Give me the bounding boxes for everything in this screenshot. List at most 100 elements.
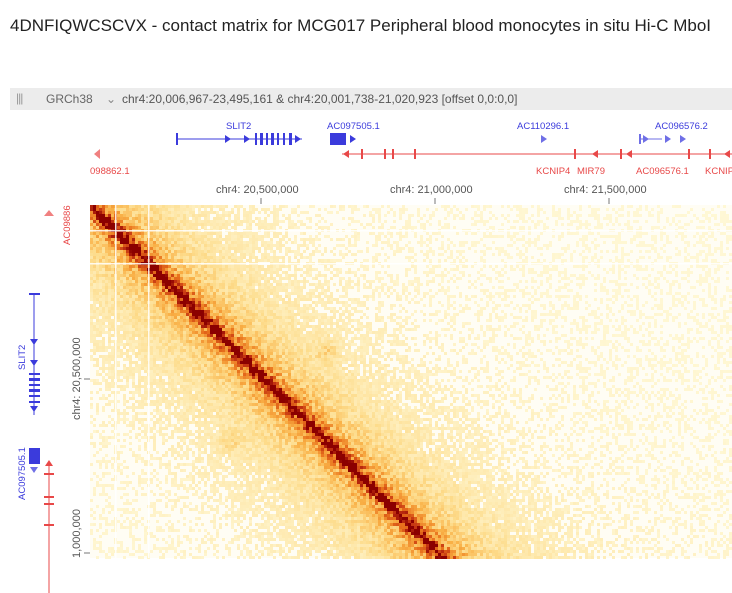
heatmap-cell (582, 277, 585, 280)
heatmap-cell (477, 271, 480, 274)
location-text[interactable]: chr4:20,006,967-23,495,161 & chr4:20,001… (122, 92, 518, 106)
heatmap-cell (381, 241, 384, 244)
heatmap-cell (252, 253, 255, 256)
heatmap-cell (93, 277, 96, 280)
gene-label-ac098862[interactable]: 098862.1 (90, 166, 130, 177)
heatmap-cell (129, 265, 132, 268)
heatmap-cell (141, 313, 144, 316)
heatmap-cell (213, 211, 216, 214)
gene-label-mir79[interactable]: MIR79 (577, 166, 605, 177)
heatmap-cell (90, 220, 93, 223)
heatmap-cell (318, 313, 321, 316)
heatmap-cell (630, 241, 633, 244)
heatmap-cell (150, 319, 153, 322)
gene-label-ac097505[interactable]: AC097505.1 (327, 121, 380, 132)
heatmap-cell (183, 238, 186, 241)
heatmap-cell (207, 328, 210, 331)
heatmap-cell (276, 217, 279, 220)
heatmap-cell (183, 235, 186, 238)
heatmap-cell (261, 268, 264, 271)
heatmap-cell (240, 205, 243, 208)
heatmap-cell (711, 313, 714, 316)
heatmap-cell (594, 244, 597, 247)
gene-label-kcnip4[interactable]: KCNIP4 (536, 166, 570, 177)
gene-label-ac110296[interactable]: AC110296.1 (517, 121, 569, 132)
gene-label-ac096576-2[interactable]: AC096576.2 (655, 121, 708, 132)
heatmap-cell (267, 292, 270, 295)
heatmap-cell (324, 280, 327, 283)
heatmap-cell (717, 280, 720, 283)
heatmap-cell (123, 271, 126, 274)
heatmap-cell (702, 301, 705, 304)
heatmap-cell (126, 208, 129, 211)
heatmap-cell (324, 289, 327, 292)
heatmap-cell (597, 316, 600, 319)
heatmap-cell (531, 214, 534, 217)
heatmap-cell (273, 301, 276, 304)
heatmap-cell (288, 298, 291, 301)
heatmap-cell (378, 253, 381, 256)
heatmap-cell (186, 220, 189, 223)
heatmap-cell (150, 283, 153, 286)
heatmap-cell (219, 220, 222, 223)
heatmap-cell (579, 295, 582, 298)
heatmap-cell (318, 286, 321, 289)
heatmap-cell (459, 271, 462, 274)
drag-handle-icon[interactable]: ||| (16, 91, 23, 105)
gene-label-slit2-left[interactable]: SLIT2 (17, 345, 28, 370)
heatmap-cell (330, 205, 333, 208)
heatmap-cell (252, 322, 255, 325)
heatmap-cell (507, 295, 510, 298)
heatmap-cell (594, 310, 597, 313)
heatmap-cell (312, 238, 315, 241)
heatmap-cell (120, 268, 123, 271)
heatmap-cell (729, 253, 732, 256)
gene-label-ac096576-1[interactable]: AC096576.1 (636, 166, 689, 177)
heatmap-cell (186, 295, 189, 298)
heatmap-cell (234, 298, 237, 301)
heatmap-cell (666, 316, 669, 319)
heatmap-cell (603, 217, 606, 220)
heatmap-cell (636, 301, 639, 304)
heatmap-cell (546, 295, 549, 298)
gene-ac097505-left[interactable] (29, 448, 40, 464)
heatmap-cell (171, 226, 174, 229)
gene-label-slit2[interactable]: SLIT2 (226, 121, 251, 132)
gene-label-ac09886[interactable]: AC09886 (62, 205, 73, 245)
heatmap-cell (702, 325, 705, 328)
gene-label-ac097505-left[interactable]: AC097505.1 (17, 447, 28, 500)
heatmap-cell (225, 259, 228, 262)
heatmap-cell (588, 313, 591, 316)
heatmap-cell (249, 283, 252, 286)
gene-label-kcnip[interactable]: KCNIP (705, 166, 732, 177)
heatmap-cell (261, 238, 264, 241)
heatmap-cell (204, 304, 207, 307)
heatmap-cell (417, 289, 420, 292)
heatmap-cell (195, 322, 198, 325)
heatmap-cell (201, 328, 204, 331)
heatmap-cell (471, 223, 474, 226)
heatmap-cell (669, 223, 672, 226)
heatmap-cell (237, 295, 240, 298)
heatmap-cell (444, 226, 447, 229)
heatmap-cell (168, 316, 171, 319)
heatmap-cell (276, 241, 279, 244)
heatmap-cell (144, 247, 147, 250)
heatmap-cell (171, 325, 174, 328)
heatmap-cell (522, 238, 525, 241)
heatmap-cell (162, 310, 165, 313)
heatmap-cell (264, 316, 267, 319)
gene-ac097505[interactable] (330, 133, 346, 145)
heatmap-cell (210, 328, 213, 331)
heatmap-cell (579, 226, 582, 229)
heatmap-cell (447, 286, 450, 289)
chevron-down-icon[interactable]: ⌄ (106, 92, 117, 106)
heatmap-cell (729, 301, 732, 304)
heatmap-cell (357, 319, 360, 322)
heatmap-cell (129, 289, 132, 292)
heatmap-cell (549, 286, 552, 289)
heatmap-cell (99, 259, 102, 262)
heatmap-cell (687, 313, 690, 316)
heatmap-cell (330, 322, 333, 325)
hic-heatmap[interactable] (90, 205, 732, 559)
